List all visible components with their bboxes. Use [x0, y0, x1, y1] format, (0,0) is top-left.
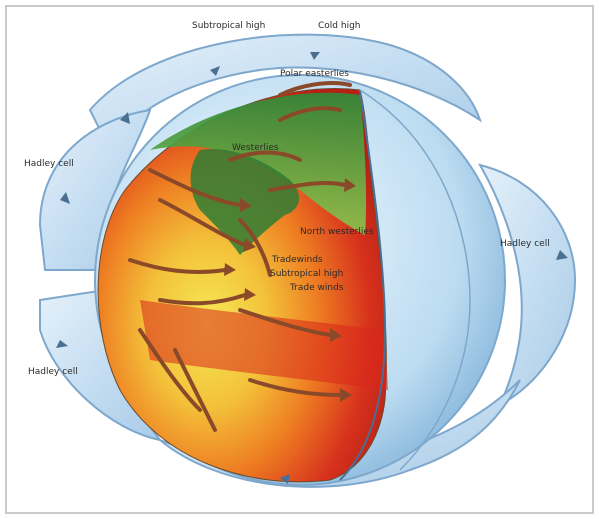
globe-meridian-right — [359, 89, 471, 471]
wind-arrow — [148, 168, 242, 207]
north-green-region — [150, 92, 367, 235]
flow-arrow — [120, 112, 130, 124]
wind-arrows — [128, 81, 352, 432]
arrowhead — [330, 328, 342, 342]
wind-arrow — [173, 348, 217, 432]
label-hadley-cell-left-upper: Hadley cell — [24, 159, 74, 169]
flow-arrow — [60, 192, 70, 204]
label-polar-easterlies: Polar easterlies — [280, 69, 349, 79]
wind-arrow — [278, 81, 352, 97]
globe-meridian — [339, 89, 387, 481]
wind-arrow — [248, 378, 342, 397]
label-tradewinds: Tradewinds — [271, 255, 323, 265]
label-subtropical-high-top: Subtropical high — [192, 21, 265, 31]
flow-arrow — [556, 250, 568, 260]
label-trade-winds-b: Trade winds — [289, 283, 344, 293]
arrowhead — [243, 238, 256, 252]
equator-red-band — [140, 300, 388, 390]
arrowhead — [224, 263, 236, 276]
diagram-labels: Subtropical high Cold high Polar easterl… — [24, 21, 550, 377]
flow-arrow — [210, 66, 220, 76]
arrowhead — [340, 388, 352, 402]
label-hadley-cell-right: Hadley cell — [500, 239, 550, 249]
label-north-westerlies: North westerlies — [300, 227, 374, 237]
wind-arrow — [228, 150, 302, 162]
arrowhead — [240, 198, 252, 212]
wind-arrow — [238, 308, 332, 337]
wind-arrow — [238, 218, 272, 277]
wind-arrow — [138, 328, 202, 412]
wind-arrow — [278, 106, 342, 122]
label-westerlies: Westerlies — [232, 143, 279, 153]
wind-arrow — [268, 180, 347, 192]
arrowhead — [344, 178, 356, 192]
flow-arrow — [310, 52, 320, 60]
flow-arrow — [280, 474, 290, 484]
polar-cell-band — [88, 33, 482, 153]
wind-arrow — [158, 198, 247, 247]
wind-arrowheads — [224, 178, 356, 402]
wind-arrow — [158, 293, 247, 306]
cell-flow-arrows — [56, 52, 568, 484]
flow-arrow — [56, 340, 68, 348]
label-cold-high: Cold high — [318, 21, 361, 31]
label-hadley-cell-left-lower: Hadley cell — [28, 367, 78, 377]
wind-arrow — [128, 258, 227, 274]
label-subtropical-high-mid: Subtropical high — [270, 269, 343, 279]
arrowhead — [244, 288, 256, 301]
